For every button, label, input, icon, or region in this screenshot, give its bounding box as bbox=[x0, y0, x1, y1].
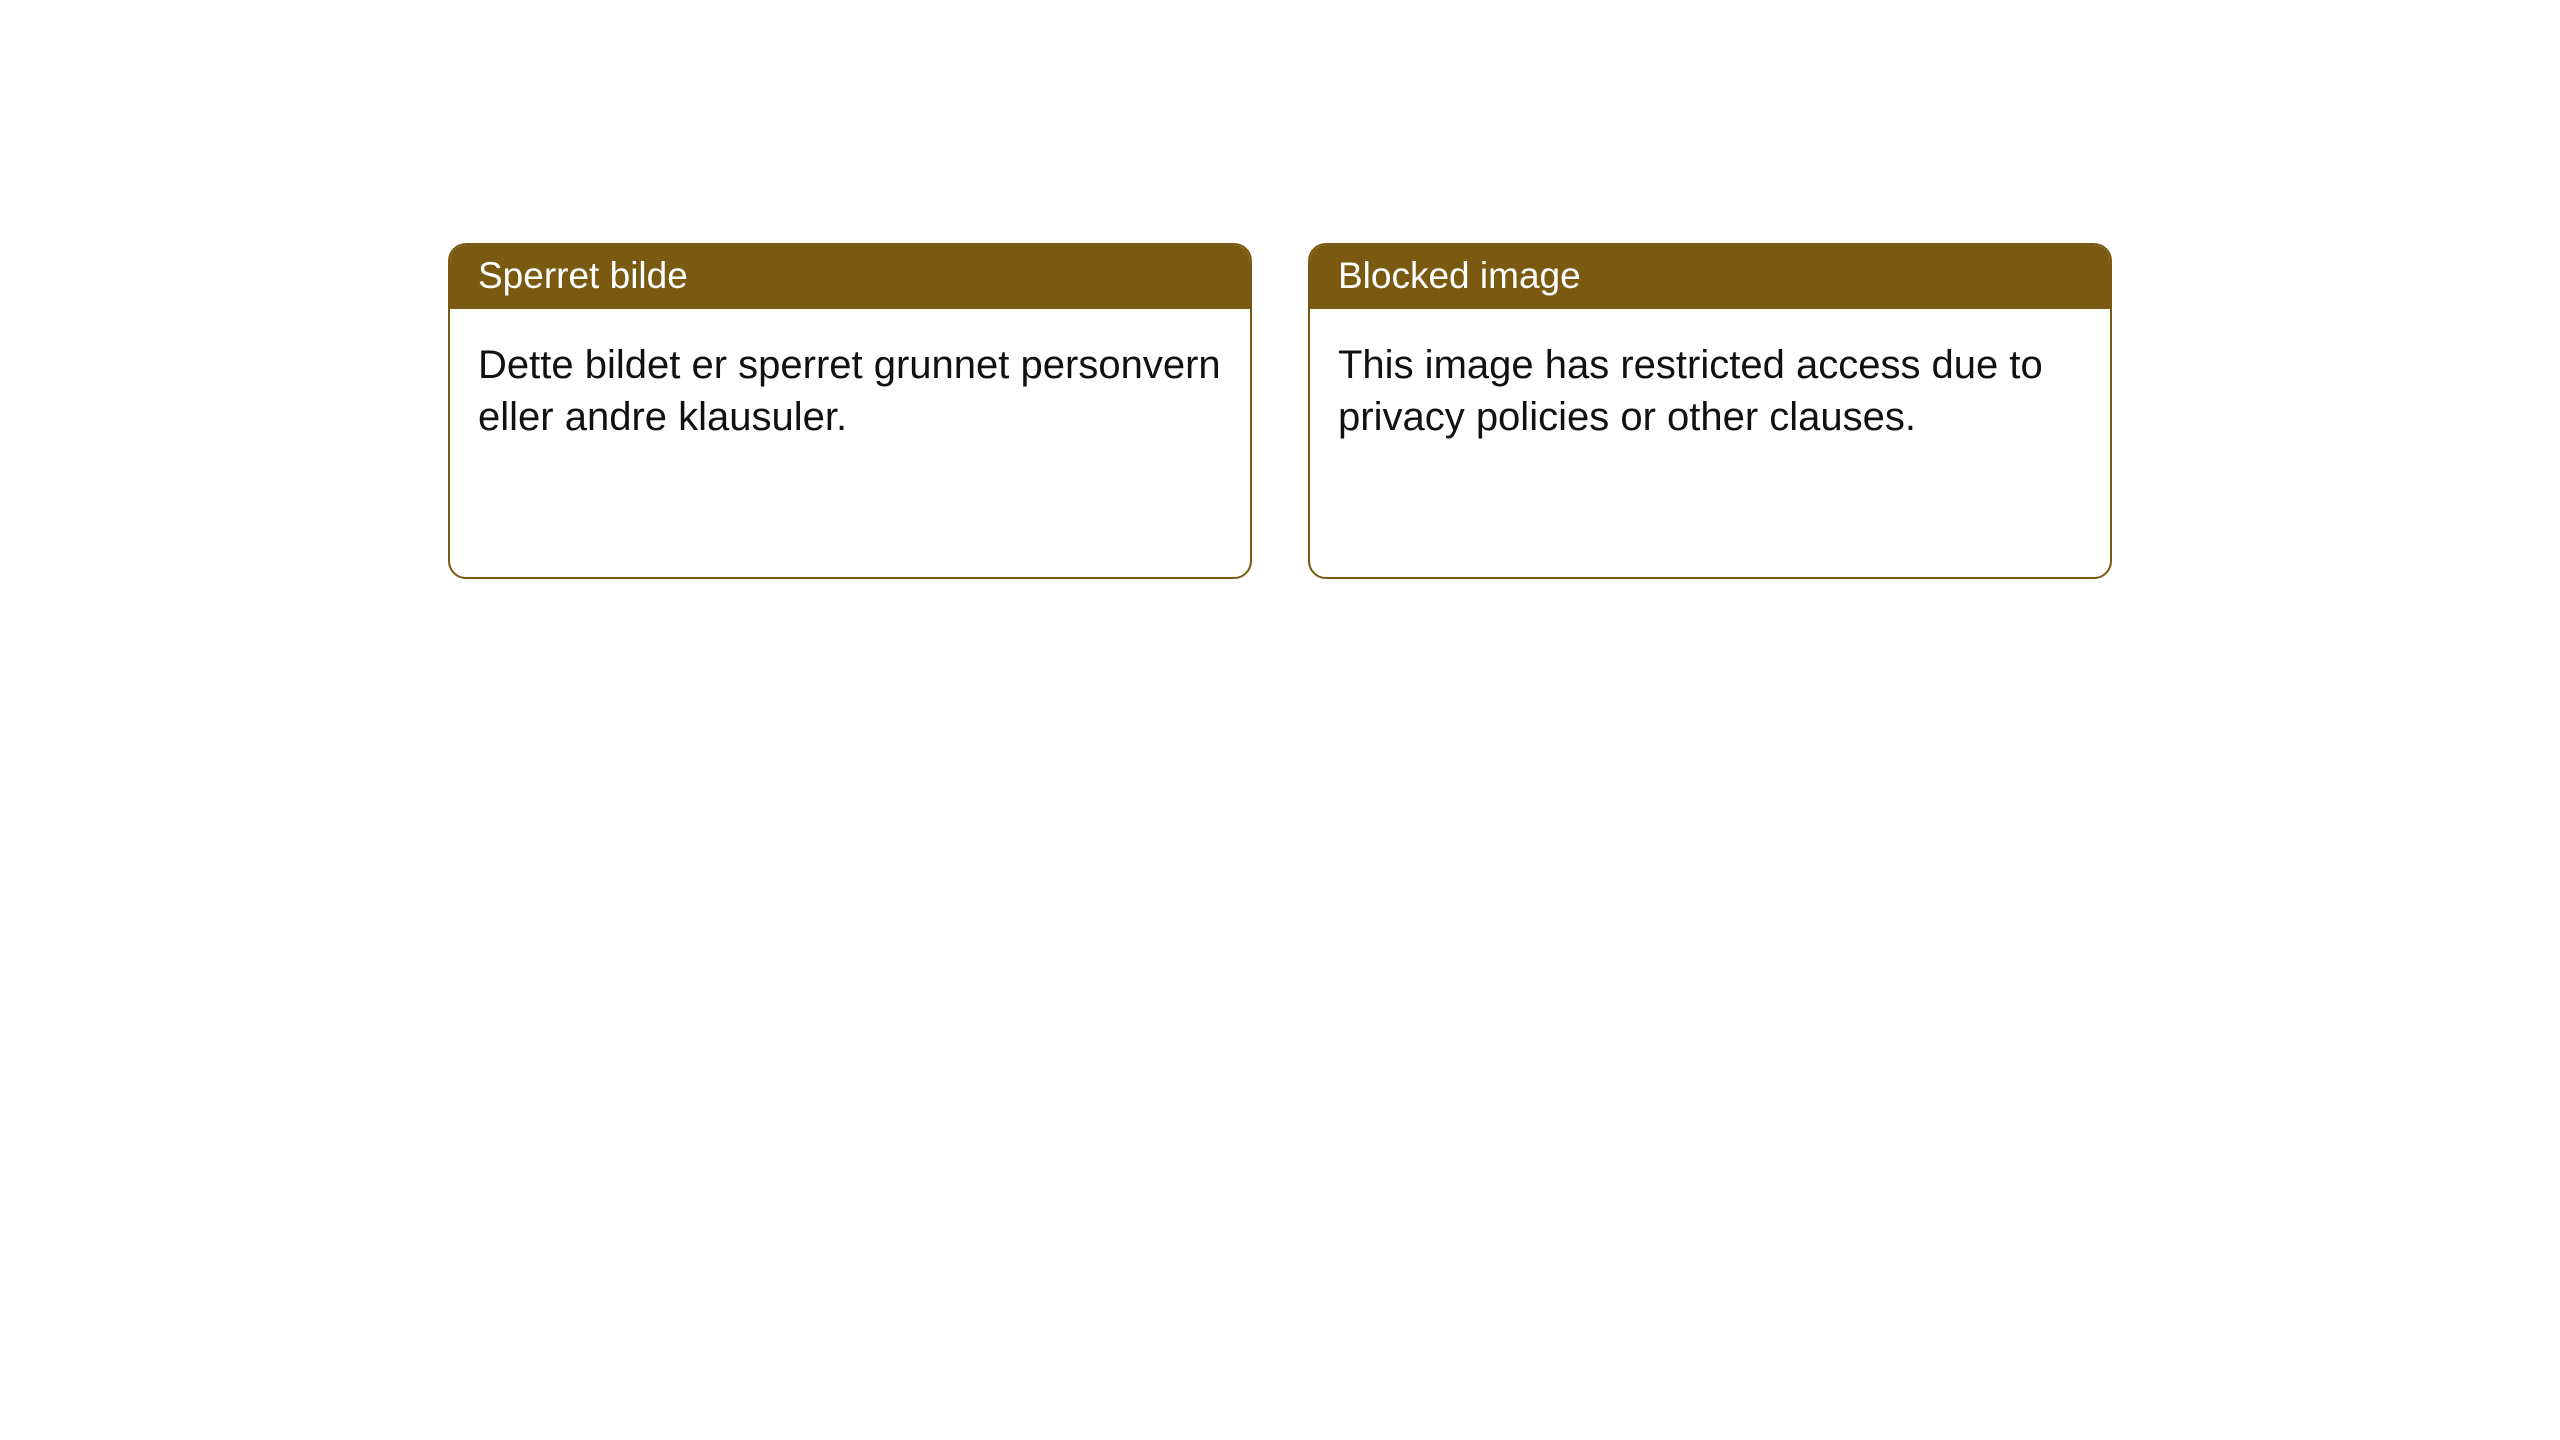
card-body-en: This image has restricted access due to … bbox=[1310, 309, 2110, 473]
blocked-image-card-en: Blocked image This image has restricted … bbox=[1308, 243, 2112, 579]
card-header-no: Sperret bilde bbox=[450, 245, 1250, 309]
blocked-image-card-no: Sperret bilde Dette bildet er sperret gr… bbox=[448, 243, 1252, 579]
card-body-no: Dette bildet er sperret grunnet personve… bbox=[450, 309, 1250, 473]
page-root: Sperret bilde Dette bildet er sperret gr… bbox=[0, 0, 2560, 1440]
card-header-en: Blocked image bbox=[1310, 245, 2110, 309]
